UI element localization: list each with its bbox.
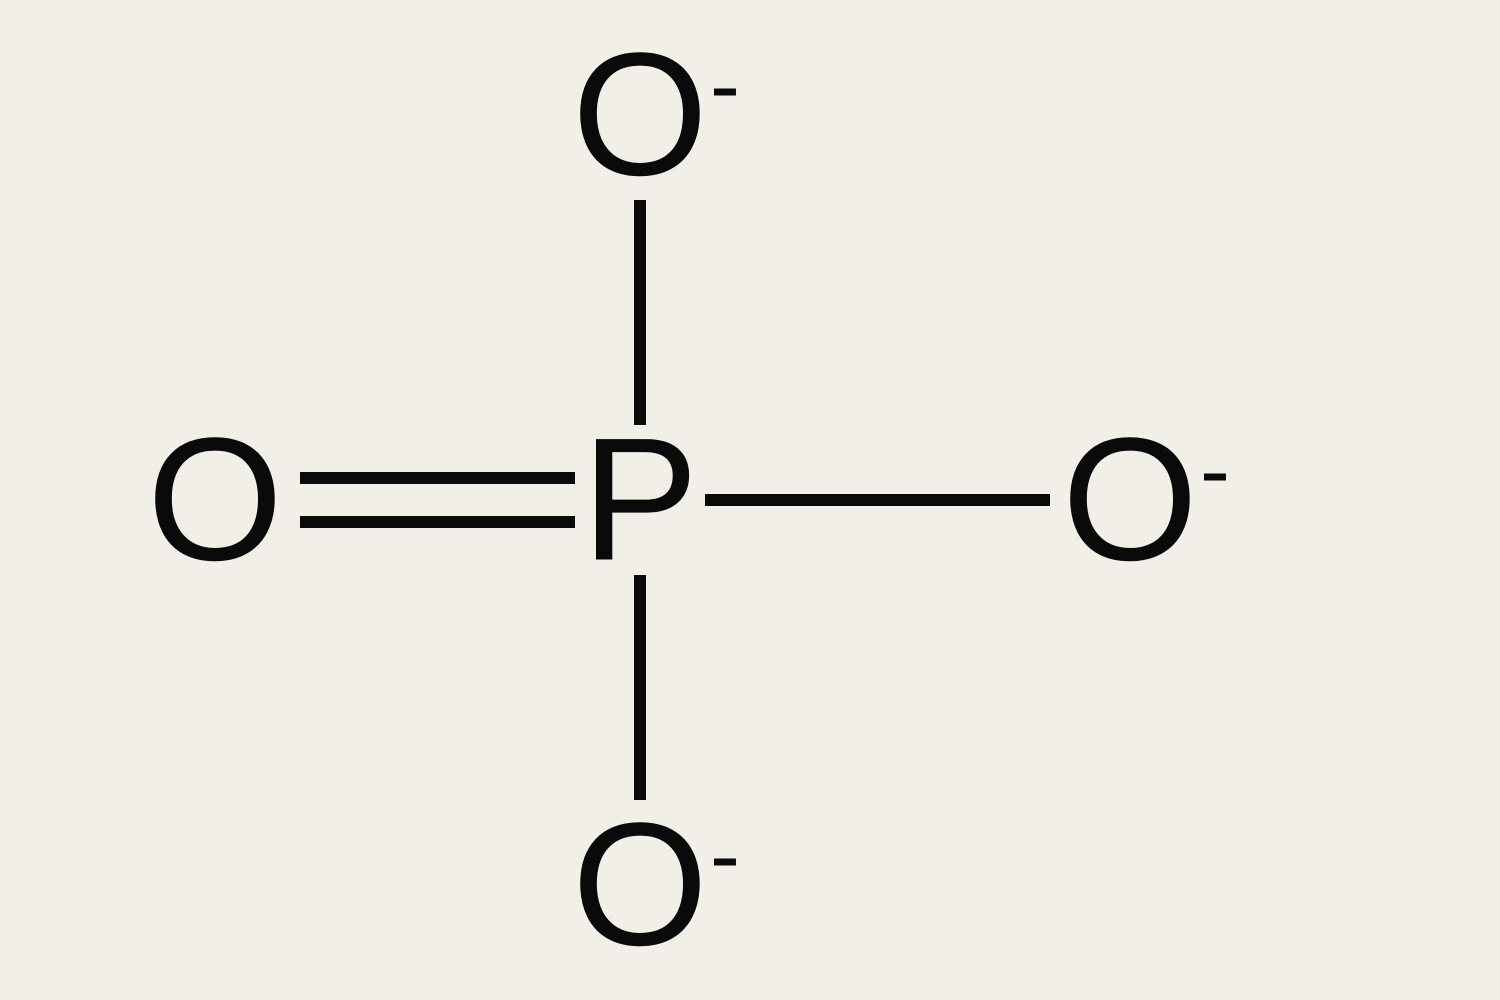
atom-center: P (582, 400, 699, 601)
atom-left: O (147, 400, 283, 601)
atom-top: O (572, 15, 708, 216)
atom-bottom: O (572, 785, 708, 986)
charge-right: - (1200, 420, 1230, 523)
charge-top: - (710, 35, 740, 138)
charge-bottom: - (710, 805, 740, 908)
atom-right: O (1062, 400, 1198, 601)
